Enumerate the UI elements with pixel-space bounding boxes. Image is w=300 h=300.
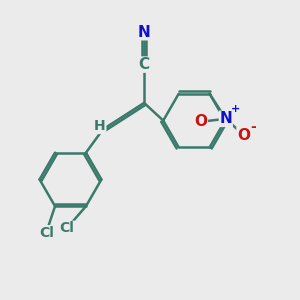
Text: N: N [219, 111, 232, 126]
Text: Cl: Cl [59, 221, 74, 235]
Text: +: + [231, 104, 240, 114]
Text: C: C [139, 57, 150, 72]
Text: N: N [138, 25, 151, 40]
Text: O: O [194, 114, 207, 129]
Text: H: H [94, 119, 106, 134]
Text: -: - [250, 120, 256, 134]
Text: O: O [237, 128, 250, 142]
Text: Cl: Cl [39, 226, 54, 240]
